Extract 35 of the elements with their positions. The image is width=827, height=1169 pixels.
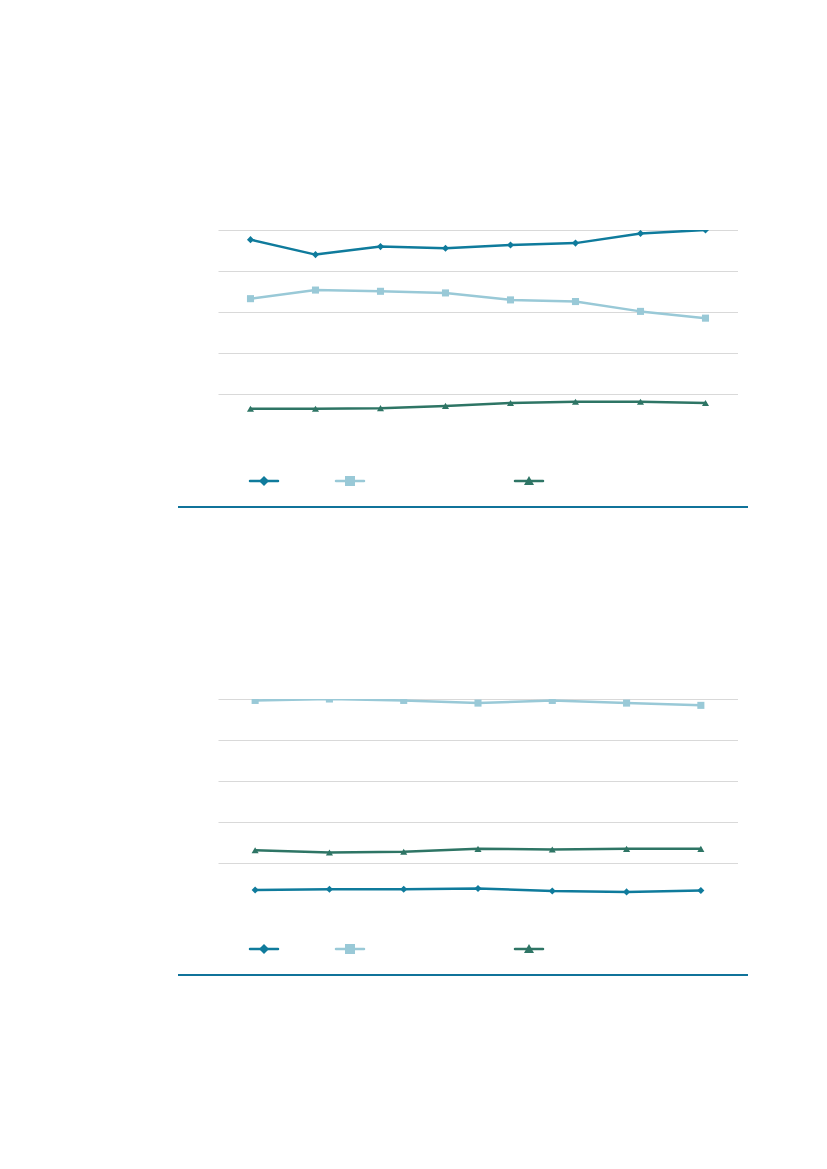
point (311, 251, 320, 259)
point (441, 402, 450, 409)
point (697, 701, 705, 709)
point (548, 846, 556, 853)
point (251, 886, 259, 894)
point (246, 295, 255, 303)
point (697, 845, 705, 852)
point (400, 848, 408, 855)
point (311, 405, 320, 412)
point (623, 845, 631, 852)
point (311, 286, 320, 294)
point (623, 699, 631, 707)
point (400, 885, 408, 893)
point (571, 398, 580, 405)
point (697, 886, 705, 895)
point (376, 287, 385, 295)
point (506, 399, 515, 407)
point (571, 298, 580, 306)
point (701, 314, 710, 322)
point (636, 230, 645, 238)
point (376, 243, 385, 251)
point (636, 398, 645, 405)
point (506, 296, 515, 304)
point (474, 699, 482, 707)
point (548, 887, 556, 895)
point (474, 884, 482, 892)
point (701, 399, 710, 407)
point (325, 849, 333, 856)
point (441, 289, 450, 297)
point (325, 885, 333, 893)
point (636, 307, 645, 315)
point (246, 405, 255, 412)
point (246, 236, 255, 244)
point (376, 405, 385, 412)
point (474, 845, 482, 852)
